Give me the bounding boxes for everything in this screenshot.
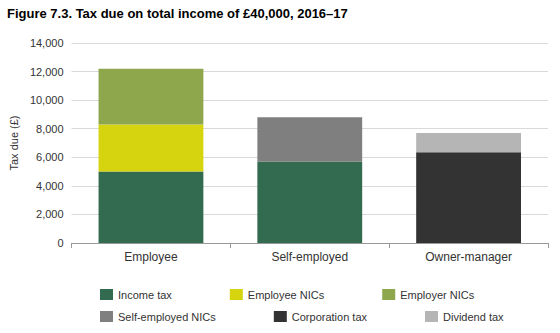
svg-text:Tax due (£): Tax due (£) (8, 115, 20, 170)
svg-text:Owner-manager: Owner-manager (425, 250, 512, 264)
svg-text:0: 0 (57, 237, 63, 249)
svg-text:10,000: 10,000 (30, 94, 64, 106)
svg-text:4,000: 4,000 (36, 180, 64, 192)
svg-text:Income tax: Income tax (118, 289, 172, 301)
svg-text:Employee: Employee (124, 250, 178, 264)
svg-text:Dividend tax: Dividend tax (443, 311, 504, 323)
svg-text:Employer NICs: Employer NICs (400, 289, 474, 301)
svg-text:Employee NICs: Employee NICs (248, 289, 325, 301)
svg-text:8,000: 8,000 (36, 123, 64, 135)
svg-text:12,000: 12,000 (30, 66, 64, 78)
svg-text:Corporation tax: Corporation tax (292, 311, 368, 323)
svg-text:6,000: 6,000 (36, 151, 64, 163)
svg-text:14,000: 14,000 (30, 37, 64, 49)
svg-text:Figure 7.3. Tax due on total i: Figure 7.3. Tax due on total income of £… (7, 6, 348, 21)
svg-text:2,000: 2,000 (36, 208, 64, 220)
svg-text:Self-employed NICs: Self-employed NICs (118, 311, 216, 323)
svg-text:Self-employed: Self-employed (271, 250, 348, 264)
